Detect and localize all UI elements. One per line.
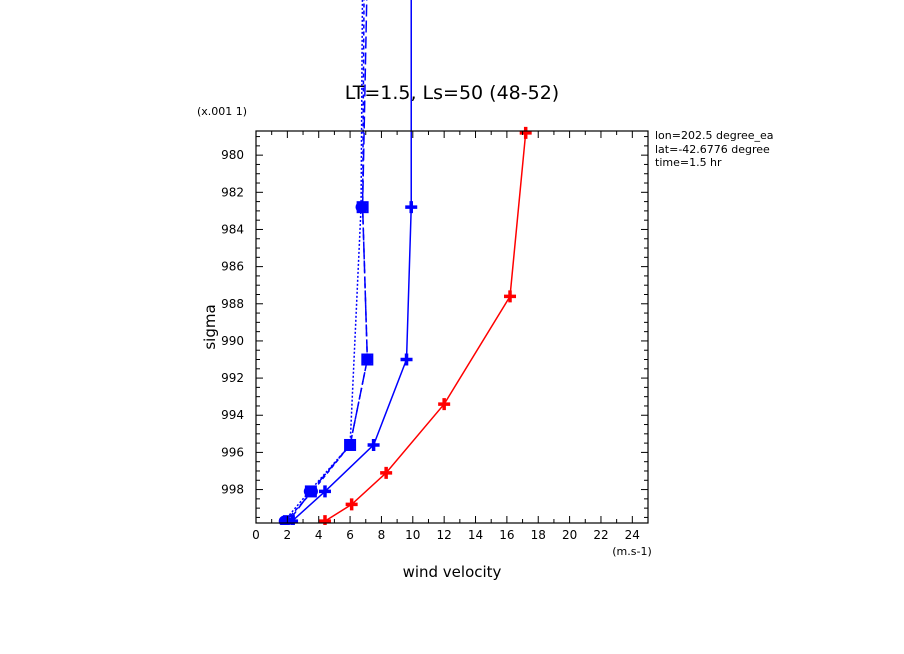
x-tick-label: 2 [284,528,292,542]
axes-layer: 0 2 4 6 8 10 12 14 16 18 20 22 249809829849869889909… [221,130,649,542]
y-axis-title: sigma [201,304,219,349]
info-line-time: time=1.5 hr [655,156,722,169]
x-tick-label: 8 [378,528,386,542]
data-point [304,485,317,498]
data-point [380,466,393,479]
info-box: lon=202.5 degree_ea lat=-42.6776 degree … [655,129,774,169]
y-tick-label: 988 [221,297,244,311]
data-point [438,398,451,411]
data-point [400,353,413,366]
y-tick-label: 994 [221,408,244,422]
data-point [345,498,358,511]
data-point [367,438,380,451]
chart-title: LT=1.5, Ls=50 (48-52) [345,82,559,104]
x-tick-label: 24 [625,528,640,542]
x-tick-label: 0 [252,528,260,542]
x-tick-label: 20 [562,528,577,542]
y-tick-label: 998 [221,483,244,497]
x-tick-label: 18 [531,528,546,542]
y-tick-label: 984 [221,222,244,236]
data-point [405,201,418,214]
data-point [318,485,331,498]
data-point [286,515,299,525]
x-tick-label: 22 [593,528,608,542]
series-line [324,132,527,522]
series-line [291,0,412,522]
data-point [519,126,532,139]
x-tick-label: 4 [315,528,323,542]
plot-layer [278,0,532,525]
data-point [361,353,374,366]
info-line-lon: lon=202.5 degree_ea [655,129,774,142]
y-tick-label: 996 [221,445,244,459]
y-scale-note: (x.001 1) [197,105,247,118]
data-point [318,515,331,525]
data-point [356,201,369,214]
y-tick-label: 982 [221,185,244,199]
x-unit-label: (m.s-1) [612,545,652,558]
x-tick-label: 12 [437,528,452,542]
data-point [504,290,517,303]
y-tick-label: 986 [221,260,244,274]
x-tick-label: 6 [346,528,354,542]
y-tick-label: 980 [221,148,244,162]
data-point [344,438,357,451]
x-tick-label: 14 [468,528,483,542]
x-axis-title: wind velocity [403,563,502,581]
plot-frame [255,130,649,524]
x-tick-label: 10 [405,528,420,542]
x-tick-label: 16 [499,528,514,542]
y-tick-label: 990 [221,334,244,348]
y-tick-label: 992 [221,371,244,385]
info-line-lat: lat=-42.6776 degree [655,143,770,156]
series-line [288,0,369,522]
